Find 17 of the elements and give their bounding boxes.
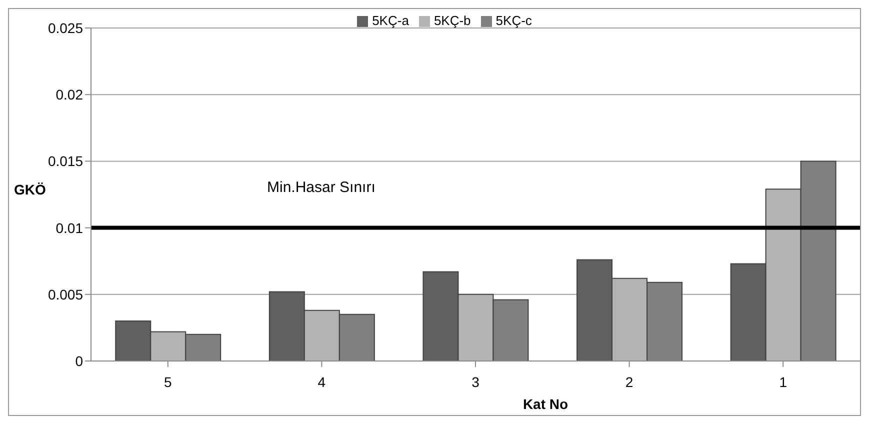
y-tick-label: 0.005 — [48, 286, 84, 302]
legend-label: 5KÇ-b — [434, 13, 471, 28]
legend-label: 5KÇ-c — [496, 13, 532, 28]
y-tick-label: 0 — [75, 352, 84, 369]
x-tick-label: 4 — [318, 374, 326, 390]
ref-line-label: Min.Hasar Sınırı — [267, 178, 376, 196]
y-tick-label: 0.02 — [56, 86, 84, 103]
y-tick-label: 0.025 — [48, 20, 84, 36]
y-tick-label: 0.01 — [56, 220, 84, 236]
x-axis-title: Kat No — [522, 396, 568, 412]
y-tick-label: 0.015 — [48, 153, 84, 170]
x-tick-label: 2 — [625, 374, 634, 390]
x-tick-label: 5 — [164, 374, 172, 390]
x-tick-label: 1 — [779, 374, 788, 390]
legend-label: 5KÇ-a — [372, 13, 409, 28]
x-tick-label: 3 — [472, 374, 480, 390]
y-axis-title: GKÖ — [14, 181, 46, 198]
